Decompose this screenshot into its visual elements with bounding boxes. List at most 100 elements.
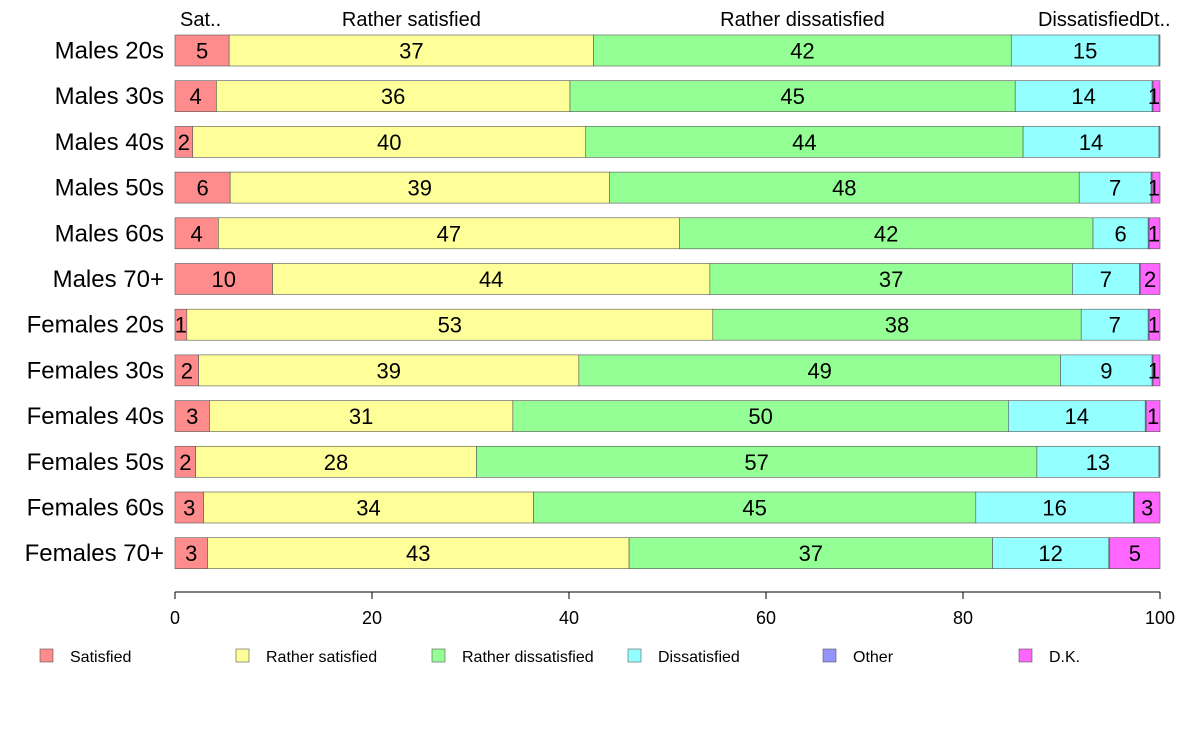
top-label: Dt.. <box>1140 9 1171 31</box>
bar-segment <box>1140 263 1161 295</box>
data-label: 39 <box>377 358 401 383</box>
bar-segment <box>628 537 993 570</box>
bar-segment <box>1158 445 1161 478</box>
data-label: 12 <box>1038 541 1062 566</box>
x-tick-label: 20 <box>362 608 382 628</box>
legend-label: Rather dissatisfied <box>462 649 594 666</box>
data-label: 3 <box>185 541 197 566</box>
legend-swatch <box>627 648 642 663</box>
bar-segment <box>1145 400 1161 432</box>
category-label: Females 40s <box>27 403 164 430</box>
data-label: 6 <box>196 176 208 201</box>
data-label: 37 <box>879 267 903 292</box>
data-label: 7 <box>1109 313 1121 338</box>
bar-segment <box>512 400 1009 432</box>
bar-segment <box>569 80 1016 112</box>
bar-segment <box>1036 445 1160 478</box>
data-label: 50 <box>748 404 772 429</box>
data-label: 3 <box>183 496 195 521</box>
data-label: 40 <box>377 130 401 155</box>
bar-segment <box>1158 34 1161 67</box>
bar-segment <box>1158 126 1161 158</box>
data-label: 1 <box>175 313 187 338</box>
bar-segment <box>209 400 514 432</box>
bar-segment <box>1060 354 1153 387</box>
bar-segment <box>174 171 231 204</box>
category-label: Females 20s <box>27 312 164 339</box>
data-label: 37 <box>799 541 823 566</box>
category-label: Males 60s <box>55 220 164 247</box>
bars: 5 37 42 154 36 45 14 12 40 44 146 39 48 7 14 47 42 6 110 44… <box>174 34 1161 570</box>
data-label: 1 <box>1148 176 1160 201</box>
legend-swatch <box>822 648 837 663</box>
data-label: 57 <box>744 450 768 475</box>
bar-segment <box>1152 80 1161 112</box>
bar-segment <box>609 171 1080 204</box>
x-axis: 0 20 40 60 80 100 <box>170 591 1175 628</box>
data-label: 38 <box>885 313 909 338</box>
data-label: 9 <box>1100 358 1112 383</box>
data-label: 44 <box>792 130 816 155</box>
top-label: Dissatisfied <box>1038 9 1140 31</box>
data-label: 1 <box>1148 221 1160 246</box>
data-label: 31 <box>349 404 373 429</box>
data-label: 16 <box>1042 496 1066 521</box>
data-label: 49 <box>807 358 831 383</box>
data-label: 42 <box>874 221 898 246</box>
bar-segment <box>1010 34 1160 67</box>
x-tick-label: 0 <box>170 608 180 628</box>
bar-segment <box>1151 171 1161 204</box>
data-label: 42 <box>790 39 814 64</box>
bar-segment <box>712 308 1082 341</box>
category-label: Females 50s <box>27 449 164 476</box>
bar-segment <box>195 445 477 478</box>
bar-segment <box>1092 217 1149 250</box>
category-label: Males 70+ <box>53 266 164 293</box>
legend: Satisfied Rather satisfied Rather dissatis… <box>39 648 1080 666</box>
data-label: 48 <box>832 176 856 201</box>
bar-segment <box>228 34 594 67</box>
data-label: 28 <box>324 450 348 475</box>
bar-segment <box>198 354 580 387</box>
data-label: 2 <box>179 450 191 475</box>
bar-segment <box>593 34 1012 67</box>
data-label: 4 <box>191 221 203 246</box>
legend-swatch <box>235 648 250 663</box>
category-label: Males 30s <box>55 83 164 110</box>
legend-label: Other <box>853 649 894 666</box>
legend-label: Dissatisfied <box>658 649 740 666</box>
bar-segment <box>174 80 217 112</box>
bar-segment <box>1109 537 1161 570</box>
bar-segment <box>1148 308 1161 341</box>
data-label: 2 <box>181 358 193 383</box>
category-label: Females 70+ <box>25 540 164 567</box>
data-label: 45 <box>780 84 804 109</box>
bar-segment <box>174 217 219 250</box>
category-label: Males 40s <box>55 129 164 156</box>
bar-segment <box>1134 491 1161 524</box>
bar-segment <box>585 126 1024 158</box>
data-label: 1 <box>1148 84 1160 109</box>
data-label: 2 <box>1144 267 1156 292</box>
y-axis-labels: Males 20s Males 30s Males 40s Males 50s Male… <box>25 38 164 568</box>
bar-segment <box>216 80 571 112</box>
data-label: 3 <box>186 404 198 429</box>
category-label: Females 30s <box>27 357 164 384</box>
data-label: 34 <box>356 496 380 521</box>
top-label: Rather dissatisfied <box>720 9 885 31</box>
category-label: Males 20s <box>55 38 164 65</box>
top-category-labels: Sat.. Rather satisfied Rather dissatisfied… <box>180 9 1171 31</box>
data-label: 43 <box>406 541 430 566</box>
bar-segment <box>174 491 204 524</box>
top-label: Sat.. <box>180 9 221 31</box>
data-label: 39 <box>408 176 432 201</box>
data-label: 44 <box>479 267 503 292</box>
data-label: 7 <box>1109 176 1121 201</box>
bar-segment <box>203 491 534 524</box>
data-label: 6 <box>1114 221 1126 246</box>
data-label: 45 <box>742 496 766 521</box>
bar-segment <box>207 537 630 570</box>
bar-segment <box>229 171 610 204</box>
data-label: 53 <box>438 313 462 338</box>
